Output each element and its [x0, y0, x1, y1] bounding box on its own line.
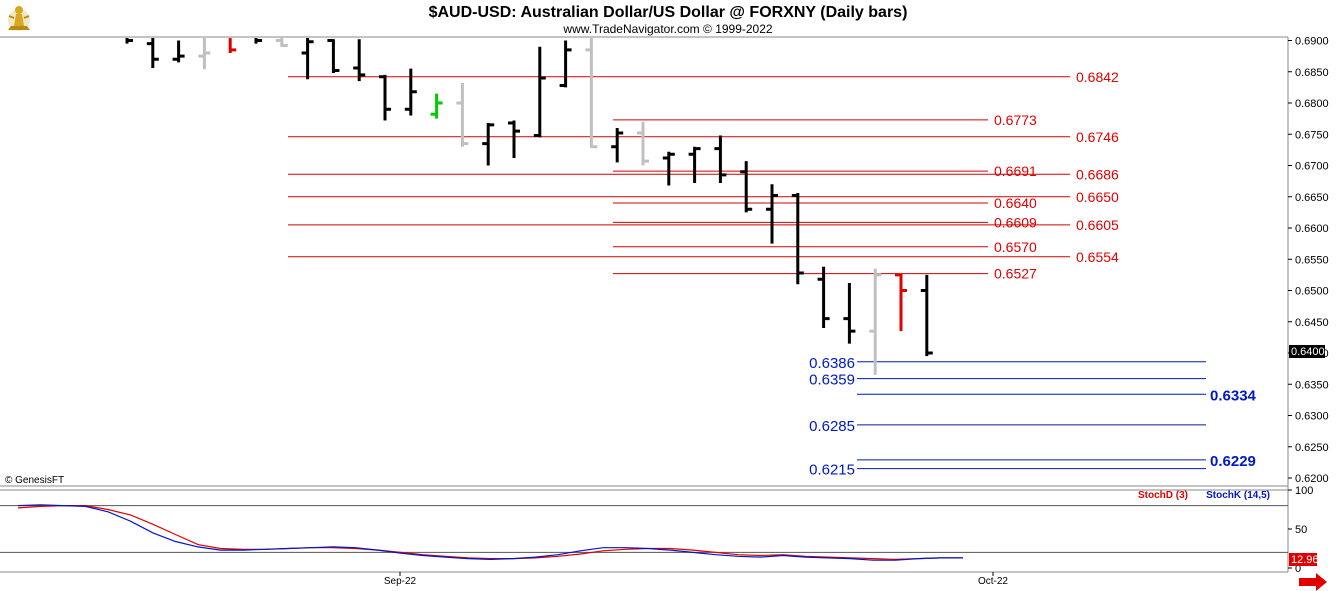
ohlc-bar	[585, 38, 598, 149]
resistance-label: 0.6570	[994, 239, 1037, 255]
price-tick-label: 0.6850	[1295, 67, 1329, 79]
last-price-label: 0.6400	[1291, 346, 1325, 358]
ohlc-bar	[791, 193, 804, 285]
ohlc-bar	[611, 128, 624, 163]
chart-subtitle: www.TradeNavigator.com © 1999-2022	[562, 22, 772, 36]
stoch-last-value-marker: 12.96	[1289, 553, 1319, 566]
price-tick-label: 0.6350	[1295, 379, 1329, 391]
price-tick-label: 0.6600	[1295, 223, 1329, 235]
ohlc-bar	[379, 74, 391, 121]
stoch-tick-label: 0	[1295, 563, 1301, 575]
price-tick-label: 0.6700	[1295, 161, 1329, 173]
support-label: 0.6334	[1210, 387, 1257, 404]
price-axis: 0.6900 0.6850 0.6800 0.6750 0.6700 0.6650 0.66…	[1288, 36, 1329, 485]
ohlc-bar	[740, 161, 753, 213]
stoch-tick-label: 50	[1295, 524, 1307, 536]
resistance-label: 0.6842	[1076, 69, 1119, 85]
levels-layer: 0.6842 0.6773 0.6746 0.6691 0.6686 0.6650 0.66…	[288, 69, 1257, 479]
last-price-marker: 0.6400	[1289, 345, 1325, 358]
price-tick-label: 0.6250	[1295, 442, 1329, 454]
support-label: 0.6285	[809, 418, 855, 435]
resistance-label: 0.6527	[994, 266, 1037, 282]
ohlc-bar	[508, 120, 520, 158]
price-tick-label: 0.6500	[1295, 286, 1329, 298]
resistance-label: 0.6554	[1076, 249, 1119, 265]
resistance-label: 0.6746	[1076, 129, 1119, 145]
price-tick-label: 0.6200	[1295, 473, 1329, 485]
ohlc-bar	[482, 123, 495, 166]
stochastic-lines	[17, 504, 963, 561]
ohlc-bar	[559, 40, 572, 88]
ohlc-bar	[533, 46, 546, 138]
stoch-last-value: 12.96	[1291, 554, 1319, 566]
resistance-label: 0.6650	[1076, 189, 1119, 205]
ohlc-bar	[327, 39, 340, 73]
stoch-k-line	[17, 504, 963, 561]
scroll-right-arrow-icon[interactable]	[1299, 573, 1327, 591]
support-label: 0.6386	[809, 355, 855, 372]
resistance-label: 0.6605	[1076, 217, 1119, 233]
legend-stoch-k: StochK (14,5)	[1206, 490, 1270, 501]
ohlc-bar	[353, 39, 366, 82]
ohlc-bar	[404, 68, 417, 116]
ohlc-bar	[869, 268, 882, 375]
price-tick-label: 0.6900	[1295, 36, 1329, 48]
ohlc-bar	[228, 38, 237, 53]
ohlc-bar	[817, 266, 830, 328]
price-tick-label: 0.6650	[1295, 192, 1329, 204]
support-label: 0.6215	[809, 462, 855, 479]
stochastic-axis: 100 50 0	[0, 485, 1313, 575]
ohlc-bar	[843, 283, 856, 344]
price-tick-label: 0.6750	[1295, 129, 1329, 141]
gold-figure-logo-icon	[8, 6, 30, 31]
ohlc-bar	[714, 135, 727, 183]
ohlc-bar	[254, 38, 262, 44]
time-axis: Sep-22 Oct-22	[384, 572, 1008, 587]
ohlc-bar	[456, 83, 469, 147]
ohlc-bar	[637, 121, 649, 166]
ohlc-bar	[301, 38, 314, 80]
stoch-tick-label: 100	[1295, 485, 1313, 497]
time-tick-label: Oct-22	[978, 576, 1008, 587]
price-tick-label: 0.6300	[1295, 411, 1329, 423]
legend-stoch-d: StochD (3)	[1138, 490, 1188, 501]
price-bars	[125, 38, 933, 375]
ohlc-bar	[275, 38, 288, 47]
support-label: 0.6359	[809, 372, 855, 389]
credit-label: © GenesisFT	[5, 475, 64, 486]
price-panel	[0, 36, 1289, 572]
resistance-label: 0.6691	[994, 163, 1037, 179]
price-tick-label: 0.6450	[1295, 317, 1329, 329]
ohlc-bar	[430, 93, 443, 119]
stochastic-panel	[0, 489, 1288, 573]
resistance-label: 0.6686	[1076, 166, 1119, 182]
ohlc-bar	[146, 38, 159, 68]
ohlc-bar	[766, 184, 778, 244]
chart-title: $AUD-USD: Australian Dollar/US Dollar @ …	[429, 4, 908, 21]
price-tick-label: 0.6800	[1295, 98, 1329, 110]
ohlc-bar	[125, 38, 133, 44]
ohlc-bar	[920, 274, 933, 357]
ohlc-bar	[172, 40, 185, 63]
ohlc-bar	[198, 38, 211, 70]
time-tick-label: Sep-22	[384, 576, 417, 587]
ohlc-bar	[688, 146, 701, 183]
resistance-label: 0.6609	[994, 214, 1037, 230]
resistance-label: 0.6640	[994, 195, 1037, 211]
support-label: 0.6229	[1210, 453, 1256, 470]
ohlc-bar	[662, 151, 675, 186]
price-tick-label: 0.6550	[1295, 254, 1329, 266]
stoch-d-line	[17, 505, 963, 561]
resistance-label: 0.6773	[994, 112, 1037, 128]
ohlc-bar	[895, 273, 907, 332]
